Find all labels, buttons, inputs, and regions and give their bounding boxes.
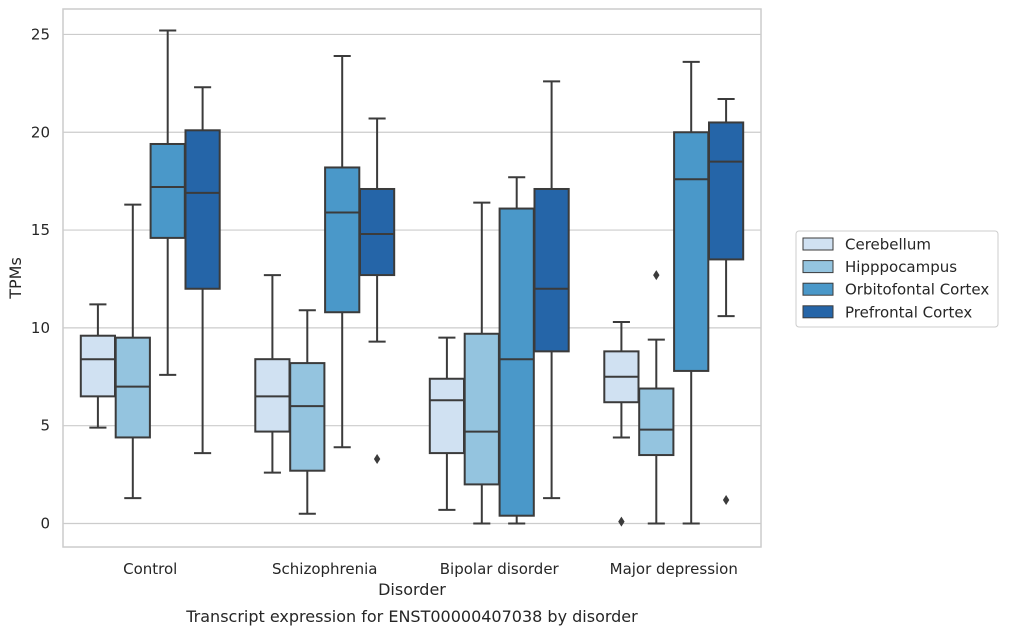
plot-area <box>79 29 745 527</box>
y-axis-label: TPMs <box>6 257 25 300</box>
box-0-0 <box>79 303 117 429</box>
box-iqr <box>428 377 466 455</box>
box-iqr <box>184 129 221 290</box>
x-tick-label: Control <box>123 560 177 578</box>
x-tick-label: Schizophrenia <box>272 560 377 578</box>
box-2-2 <box>498 176 535 525</box>
legend-label: Orbitofontal Cortex <box>845 281 989 299</box>
box-2-0 <box>428 336 466 511</box>
legend: Cerebellum Hipppocampus Orbitofontal Corte… <box>795 230 999 328</box>
box-3-0 <box>603 321 640 527</box>
box-iqr <box>79 334 117 398</box>
chart-caption: Transcript expression for ENST0000040703… <box>185 607 638 626</box>
legend-label: Hipppocampus <box>845 258 957 276</box>
legend-frame <box>795 230 999 328</box>
box-1-1 <box>289 309 326 515</box>
outlier-point <box>618 516 625 527</box>
legend-swatch <box>802 282 834 296</box>
x-tick-label: Bipolar disorder <box>440 560 560 578</box>
box-1-3 <box>358 117 396 464</box>
box-iqr <box>673 131 710 372</box>
legend-swatch <box>802 260 834 274</box>
y-tick-label: 25 <box>31 25 50 43</box>
x-tick-label: Major depression <box>610 560 738 578</box>
box-0-2 <box>149 29 186 376</box>
legend-swatch <box>802 305 834 319</box>
y-axis-ticks: 0 5 10 15 20 25 <box>31 25 50 532</box>
x-axis-ticks: Control Schizophrenia Bipolar disorder Majo… <box>123 560 738 578</box>
outlier-point <box>373 453 381 464</box>
y-tick-label: 20 <box>31 123 50 141</box>
plot-frame <box>62 8 762 548</box>
y-tick-label: 5 <box>40 417 50 435</box>
box-2-3 <box>533 80 570 500</box>
box-2-1 <box>463 201 500 525</box>
box-1-2 <box>324 54 361 449</box>
legend-swatch <box>802 237 834 251</box>
box-3-1 <box>638 270 675 525</box>
box-iqr <box>289 362 326 472</box>
y-tick-label: 10 <box>31 319 50 337</box>
y-tick-label: 15 <box>31 221 50 239</box>
box-iqr <box>707 121 745 261</box>
box-3-2 <box>673 60 710 525</box>
outlier-point <box>653 270 660 281</box>
box-3-3 <box>707 97 745 506</box>
legend-label: Prefrontal Cortex <box>845 303 972 321</box>
box-iqr <box>149 142 186 239</box>
box-0-3 <box>184 86 221 455</box>
y-tick-label: 0 <box>40 515 50 533</box>
box-1-0 <box>254 274 291 474</box>
box-iqr <box>358 187 396 277</box>
box-iqr <box>533 187 570 353</box>
box-iqr <box>638 387 675 457</box>
box-0-1 <box>114 203 151 500</box>
legend-label: Cerebellum <box>845 236 931 254</box>
x-axis-label: Disorder <box>378 580 446 599</box>
box-iqr <box>324 166 361 314</box>
box-iqr <box>498 207 535 517</box>
box-iqr <box>463 332 500 486</box>
outlier-point <box>722 495 730 506</box>
